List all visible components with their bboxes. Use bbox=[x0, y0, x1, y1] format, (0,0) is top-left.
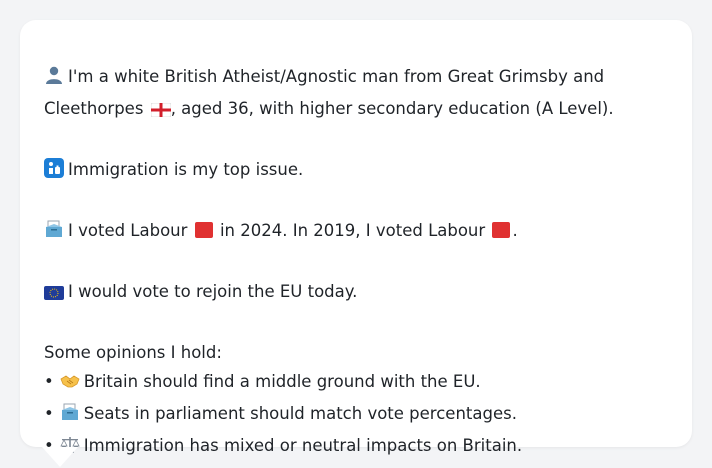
eu-flag-icon bbox=[44, 280, 64, 309]
labour-party-color-icon bbox=[194, 222, 213, 238]
top-issue-text: Immigration is my top issue. bbox=[68, 160, 304, 179]
opinion-text: Britain should find a middle ground with… bbox=[83, 372, 481, 391]
vote-2019-text: in 2024. In 2019, I voted Labour bbox=[219, 221, 486, 240]
opinion-text: Immigration has mixed or neutral impacts… bbox=[83, 436, 523, 455]
bullet-dot: • bbox=[44, 404, 54, 423]
eu-stance: I would vote to rejoin the EU today. bbox=[44, 277, 668, 309]
top-issue: Immigration is my top issue. bbox=[44, 155, 668, 187]
eu-stance-text: I would vote to rejoin the EU today. bbox=[68, 282, 358, 301]
profile-details: , aged 36, with higher secondary educati… bbox=[170, 99, 614, 118]
bullet-dot: • bbox=[44, 436, 54, 455]
handshake-icon bbox=[60, 370, 80, 399]
opinion-item: • Seats in parliament should match vote … bbox=[44, 399, 668, 431]
speech-bubble-tail bbox=[42, 447, 78, 467]
person-icon bbox=[44, 65, 64, 94]
voting-history: I voted Labour in 2024. In 2019, I voted… bbox=[44, 216, 668, 248]
profile-description: I'm a white British Atheist/Agnostic man… bbox=[44, 62, 668, 126]
immigration-icon bbox=[44, 158, 64, 187]
labour-party-color-icon bbox=[492, 222, 511, 238]
profile-location: Cleethorpes bbox=[44, 99, 144, 118]
ballot-box-icon bbox=[44, 219, 64, 248]
vote-2024-text: I voted Labour bbox=[68, 221, 188, 240]
profile-card: I'm a white British Atheist/Agnostic man… bbox=[20, 20, 692, 455]
ballot-box-icon bbox=[60, 402, 80, 431]
england-flag-icon bbox=[150, 97, 172, 126]
opinion-text: Seats in parliament should match vote pe… bbox=[83, 404, 517, 423]
vote-end-text: . bbox=[512, 221, 518, 240]
opinions-heading: Some opinions I hold: bbox=[44, 343, 222, 362]
bullet-dot: • bbox=[44, 372, 54, 391]
opinion-item: • Britain should find a middle ground wi… bbox=[44, 367, 668, 399]
opinion-item: • Immigration has mixed or neutral impac… bbox=[44, 431, 668, 463]
profile-line1: I'm a white British Atheist/Agnostic man… bbox=[68, 67, 605, 86]
